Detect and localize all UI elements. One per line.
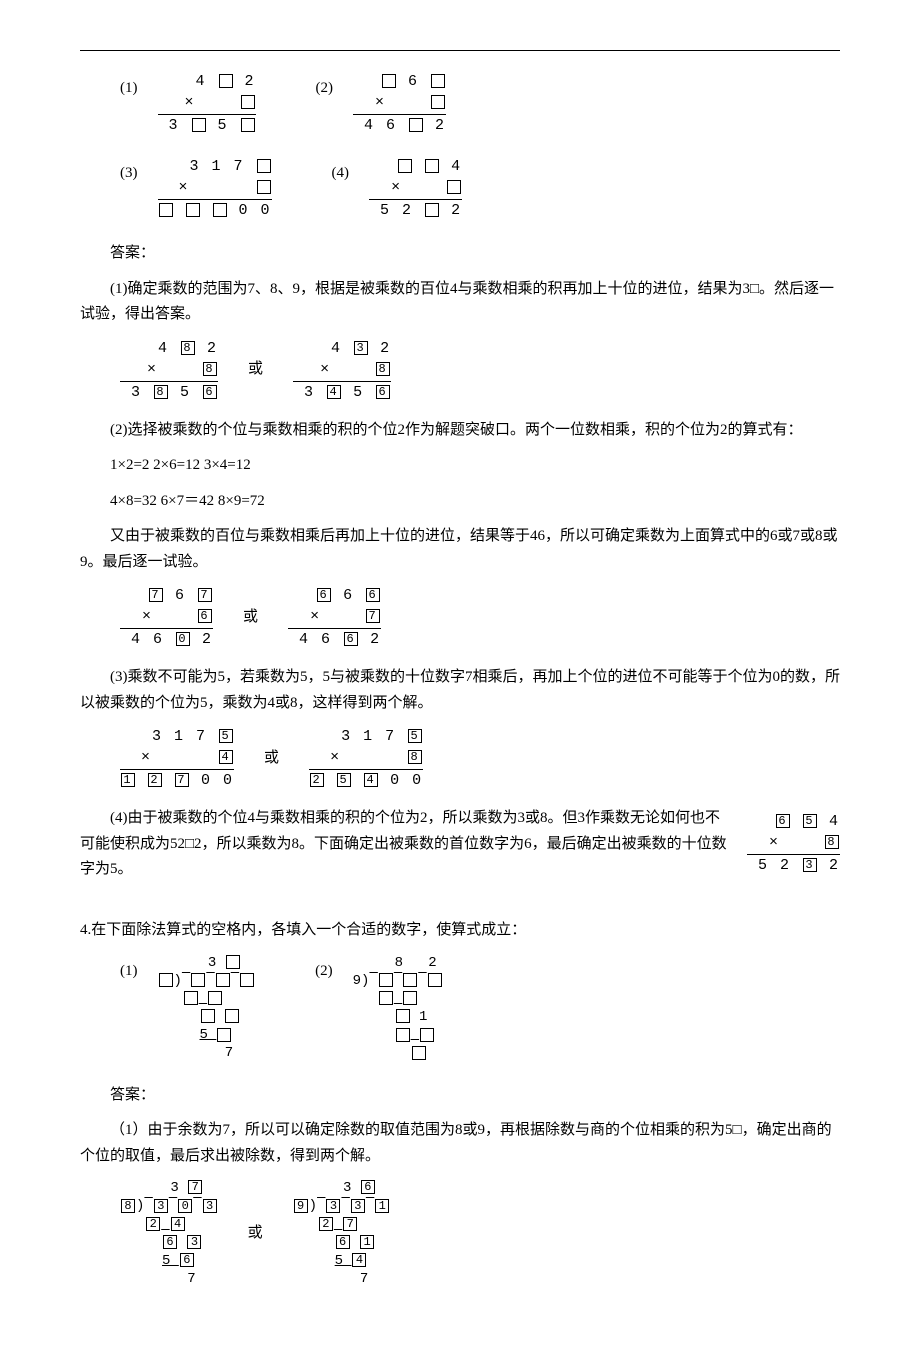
answer4-label: 答案： (80, 1083, 840, 1109)
answer3-2-eq2: 4×8=32 6×7＝42 8×9=72 (80, 489, 840, 515)
answer3-2-solutions: 7 6 7 × 6 4 6 0 2 或 6 6 6 × 7 4 6 6 2 (120, 585, 840, 650)
problem3-3: (3) 3 1 7 × 0 0 (120, 156, 272, 221)
answer4-1-solutions: 3 7 8) 3 0 3 2 4 6 3 5 6 7 或 3 6 9) 3 3 … (120, 1179, 840, 1288)
sol-2a: 7 6 7 × 6 4 6 0 2 (120, 585, 213, 650)
div-1: 3 ) 5 7 (158, 954, 256, 1063)
or-1: 或 (248, 357, 263, 383)
answer4-1-text: （1）由于余数为7，所以可以确定除数的取值范围为8或9，再根据除数与商的个位相乘… (80, 1118, 840, 1169)
answer-label: 答案： (80, 241, 840, 267)
sol-1b: 4 3 2 × 8 3 4 5 6 (293, 338, 391, 403)
mul-1: 4 2 × 3 5 (158, 71, 256, 136)
problem3-4: (4) 4 × 5 2 2 (332, 156, 463, 221)
answer3-4-text: (4)由于被乘数的个位4与乘数相乘的积的个位为2，所以乘数为3或8。但3作乘数无… (80, 806, 840, 883)
sol-3b: 3 1 7 5 × 8 2 5 4 0 0 (309, 726, 423, 791)
problem4-title: 4.在下面除法算式的空格内，各填入一个合适的数字，使算式成立： (80, 918, 840, 944)
mul-3: 3 1 7 × 0 0 (158, 156, 272, 221)
sol-1a: 4 8 2 × 8 3 8 5 6 (120, 338, 218, 403)
label-3: (3) (120, 156, 138, 187)
or-4: 或 (248, 1221, 263, 1247)
label-2: (2) (316, 71, 334, 102)
sol-3a: 3 1 7 5 × 4 1 2 7 0 0 (120, 726, 234, 791)
answer3-2-intro: (2)选择被乘数的个位与乘数相乘的积的个位2作为解题突破口。两个一位数相乘，积的… (80, 418, 840, 444)
answer3-2-eq1: 1×2=2 2×6=12 3×4=12 (80, 453, 840, 479)
problem4-1: (1) 3 ) 5 7 (120, 954, 255, 1063)
mul-2: 6 × 4 6 2 (353, 71, 446, 136)
problem4-row: (1) 3 ) 5 7 (2) 8 2 9) 1 (120, 954, 840, 1063)
problem3-row2: (3) 3 1 7 × 0 0 (4) 4 × 5 2 2 (120, 156, 840, 221)
answer3-1-text: (1)确定乘数的范围为7、8、9，根据是被乘数的百位4与乘数相乘的积再加上十位的… (80, 277, 840, 328)
label-1: (1) (120, 71, 138, 102)
problem3-row1: (1) 4 2 × 3 5 (2) 6 × 4 6 2 (120, 71, 840, 136)
mul-4: 4 × 5 2 2 (369, 156, 462, 221)
problem3-1: (1) 4 2 × 3 5 (120, 71, 256, 136)
div-sol-1b: 3 6 9) 3 3 1 2 7 6 1 5 4 7 (293, 1179, 391, 1288)
or-3: 或 (264, 746, 279, 772)
div-2: 8 2 9) 1 (353, 954, 443, 1063)
answer3-1-solutions: 4 8 2 × 8 3 8 5 6 或 4 3 2 × 8 3 4 5 6 (120, 338, 840, 403)
sol-2b: 6 6 6 × 7 4 6 6 2 (288, 585, 381, 650)
answer3-3-text: (3)乘数不可能为5，若乘数为5，5与被乘数的十位数字7相乘后，再加上个位的进位… (80, 665, 840, 716)
horizontal-rule (80, 50, 840, 51)
label-p4-1: (1) (120, 954, 138, 985)
answer3-4-block: 6 5 4 × 8 5 2 3 2 (4)由于被乘数的个位4与乘数相乘的积的个位… (80, 806, 840, 883)
sol-4: 6 5 4 × 8 5 2 3 2 (747, 811, 840, 876)
or-2: 或 (243, 605, 258, 631)
label-4: (4) (332, 156, 350, 187)
div-sol-1a: 3 7 8) 3 0 3 2 4 6 3 5 6 7 (120, 1179, 218, 1288)
answer3-3-solutions: 3 1 7 5 × 4 1 2 7 0 0 或 3 1 7 5 × 8 2 5 … (120, 726, 840, 791)
problem4-2: (2) 8 2 9) 1 (315, 954, 443, 1063)
answer3-2-conclusion: 又由于被乘数的百位与乘数相乘后再加上十位的进位，结果等于46，所以可确定乘数为上… (80, 524, 840, 575)
problem3-2: (2) 6 × 4 6 2 (316, 71, 447, 136)
label-p4-2: (2) (315, 954, 333, 985)
